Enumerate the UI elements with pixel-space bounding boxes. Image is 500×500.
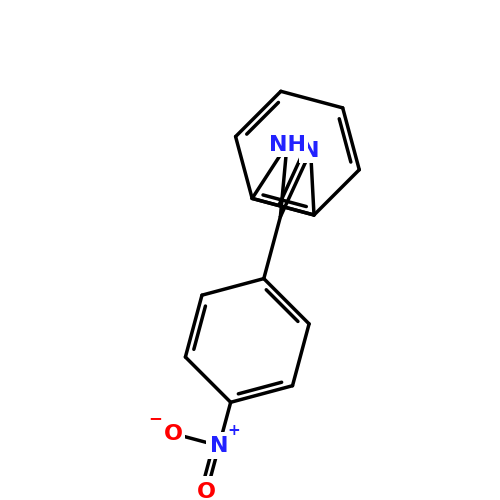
Text: O: O: [197, 482, 216, 500]
Text: O: O: [164, 424, 182, 444]
Text: N: N: [302, 141, 320, 161]
Text: −: −: [148, 410, 162, 428]
Text: N: N: [210, 436, 229, 456]
Text: +: +: [228, 423, 240, 438]
Text: NH: NH: [268, 134, 306, 154]
